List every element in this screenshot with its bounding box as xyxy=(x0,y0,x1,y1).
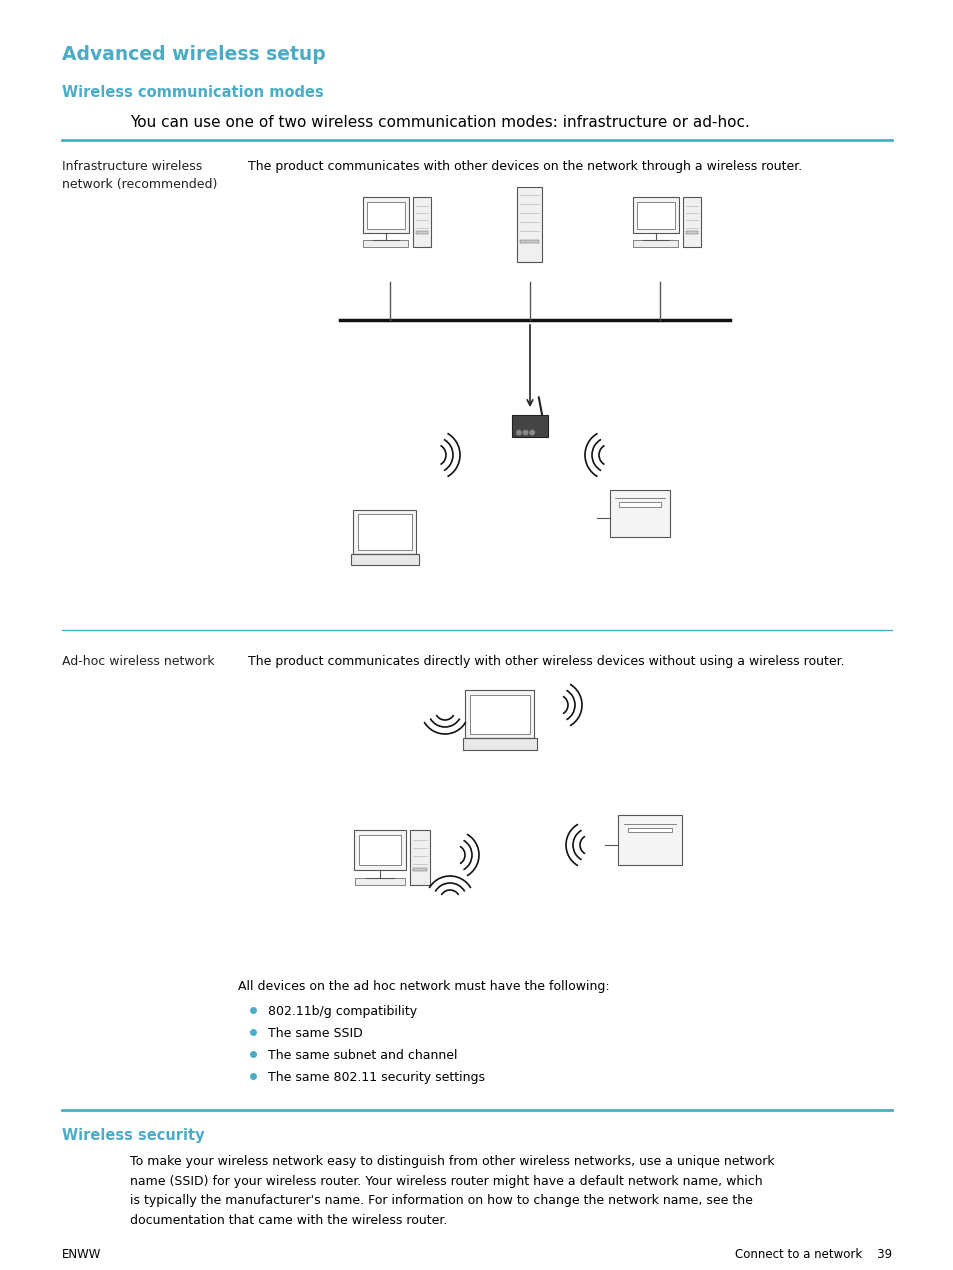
Bar xyxy=(633,240,678,246)
Bar xyxy=(609,490,670,537)
Text: Connect to a network    39: Connect to a network 39 xyxy=(734,1248,891,1261)
Circle shape xyxy=(523,431,527,434)
Text: 802.11b/g compatibility: 802.11b/g compatibility xyxy=(268,1005,416,1019)
Bar xyxy=(354,831,406,870)
Text: The same SSID: The same SSID xyxy=(268,1027,362,1040)
Bar xyxy=(413,197,431,246)
Text: The product communicates directly with other wireless devices without using a wi: The product communicates directly with o… xyxy=(248,655,843,668)
Bar xyxy=(354,511,416,554)
Bar xyxy=(682,197,700,246)
Text: Wireless communication modes: Wireless communication modes xyxy=(62,85,323,100)
Text: Infrastructure wireless
network (recommended): Infrastructure wireless network (recomme… xyxy=(62,160,217,190)
Bar xyxy=(362,197,409,232)
Bar xyxy=(410,831,430,885)
Bar xyxy=(367,202,404,229)
Bar xyxy=(632,197,679,232)
Bar xyxy=(465,690,534,738)
Text: Advanced wireless setup: Advanced wireless setup xyxy=(62,44,325,64)
Circle shape xyxy=(517,431,520,434)
Text: The product communicates with other devices on the network through a wireless ro: The product communicates with other devi… xyxy=(248,160,801,173)
Text: Wireless security: Wireless security xyxy=(62,1128,204,1143)
Bar xyxy=(685,231,698,234)
Text: The same subnet and channel: The same subnet and channel xyxy=(268,1049,457,1062)
Text: All devices on the ad hoc network must have the following:: All devices on the ad hoc network must h… xyxy=(237,980,609,993)
Text: ENWW: ENWW xyxy=(62,1248,101,1261)
Bar xyxy=(627,828,671,832)
Bar xyxy=(512,415,547,437)
Bar xyxy=(363,240,408,246)
Text: Ad-hoc wireless network: Ad-hoc wireless network xyxy=(62,655,214,668)
Bar xyxy=(470,695,529,734)
Bar xyxy=(358,834,400,865)
Bar xyxy=(618,503,660,507)
Bar xyxy=(637,202,674,229)
Text: You can use one of two wireless communication modes: infrastructure or ad-hoc.: You can use one of two wireless communic… xyxy=(130,116,749,130)
Bar xyxy=(416,231,428,234)
Bar xyxy=(355,878,405,885)
Text: The same 802.11 security settings: The same 802.11 security settings xyxy=(268,1071,484,1085)
Bar xyxy=(351,554,418,565)
Bar xyxy=(618,815,681,865)
Bar xyxy=(517,187,542,262)
Bar xyxy=(357,514,412,550)
Text: To make your wireless network easy to distinguish from other wireless networks, : To make your wireless network easy to di… xyxy=(130,1154,774,1227)
Bar xyxy=(462,738,537,749)
Circle shape xyxy=(530,431,534,434)
Bar xyxy=(520,240,539,244)
Bar xyxy=(413,869,427,871)
